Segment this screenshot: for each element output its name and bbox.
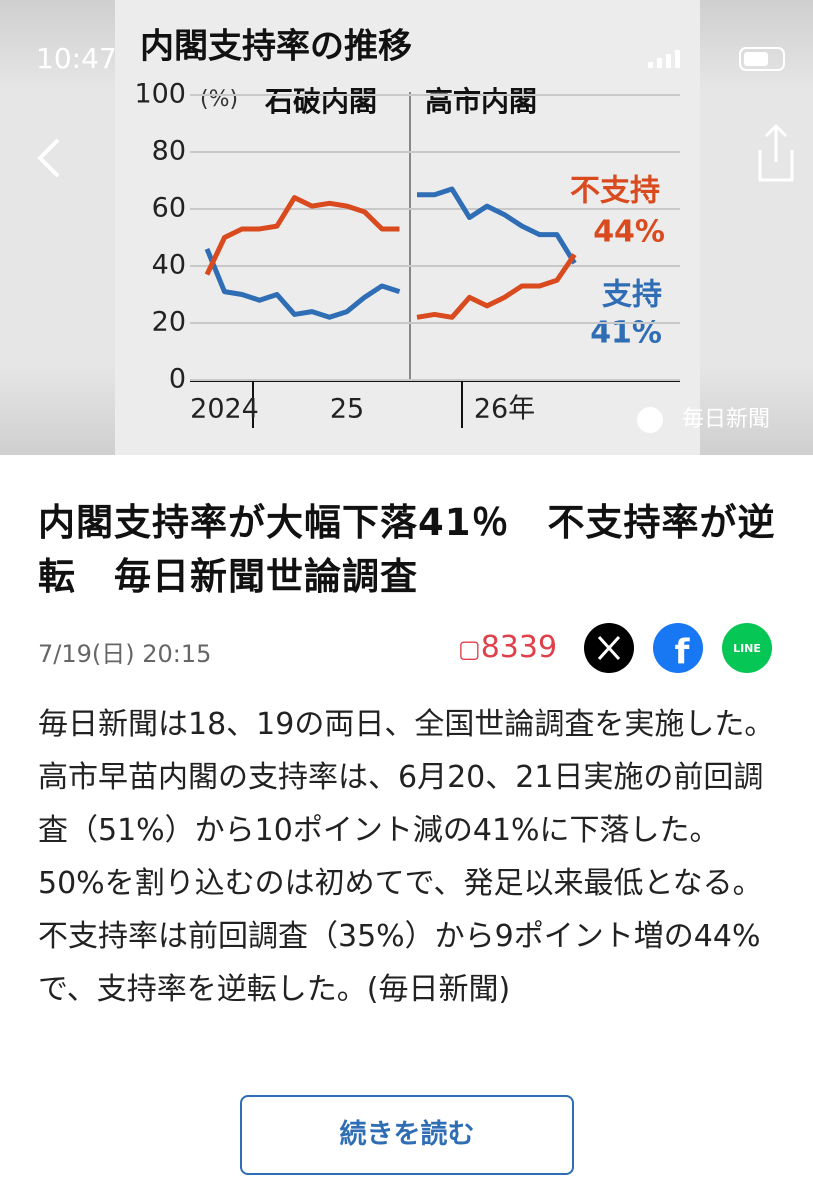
share-button[interactable] [758,123,794,182]
series-line [417,186,577,265]
line-share[interactable] [722,623,772,673]
y-tick-label: 100 [134,79,186,110]
x-tick-label: 25 [330,394,364,425]
y-unit: (%) [200,87,238,112]
back-button[interactable] [37,138,60,178]
x-tick-label: 2024 [190,394,259,425]
camera-icon [637,407,663,433]
cabinet-label: 石破内閣 [264,85,377,118]
chart-title: 内閣支持率の推移 [140,27,412,67]
meta-row: 7/19(日) 20:15 ▢8339 f LINE [38,622,778,674]
article-title: 内閣支持率が大幅下落41％ 不支持率が逆転 毎日新聞世論調査 [38,501,776,598]
y-tick-label: 20 [152,307,186,338]
annotation: 44% [593,215,665,250]
y-tick-label: 60 [152,193,186,224]
comments[interactable]: ▢8339 [458,630,557,665]
series-line [204,247,401,320]
status-icons [648,47,785,71]
status-time: 10:47 [36,42,117,75]
annotation: 支持 [602,278,662,313]
series-line [204,195,400,276]
share-icons: f LINE [584,623,772,673]
chart: 内閣支持率の推移 (%) 石破内閣 高市内閣 不支持 44% 支持 41% 毎日… [36,0,794,455]
comment-icon: ▢ [458,635,481,663]
y-tick-label: 0 [169,364,186,395]
annotation: 不支持 [570,174,660,209]
series-line [416,253,577,320]
read-more-button[interactable]: 続きを読む [240,1095,574,1175]
y-tick-label: 40 [152,250,186,281]
x-tick-label: 26年 [474,394,535,425]
photo-credit: 毎日新聞 [682,407,770,432]
annotation: 41% [590,316,662,351]
article-body: 毎日新聞は18、19の両日、全国世論調査を実施した。高市早苗内閣の支持率は、6月… [38,707,775,1007]
comment-count: 8339 [480,630,558,665]
svg-text:f: f [675,633,691,673]
cabinet-label: 高市内閣 [425,85,537,118]
article-image: 内閣支持率の推移 (%) 石破内閣 高市内閣 不支持 44% 支持 41% 毎日… [0,0,813,455]
facebook-share[interactable] [653,623,703,673]
line-label: LINE [733,642,761,655]
y-tick-label: 80 [152,136,186,167]
date: 7/19(日) 20:15 [38,640,212,668]
